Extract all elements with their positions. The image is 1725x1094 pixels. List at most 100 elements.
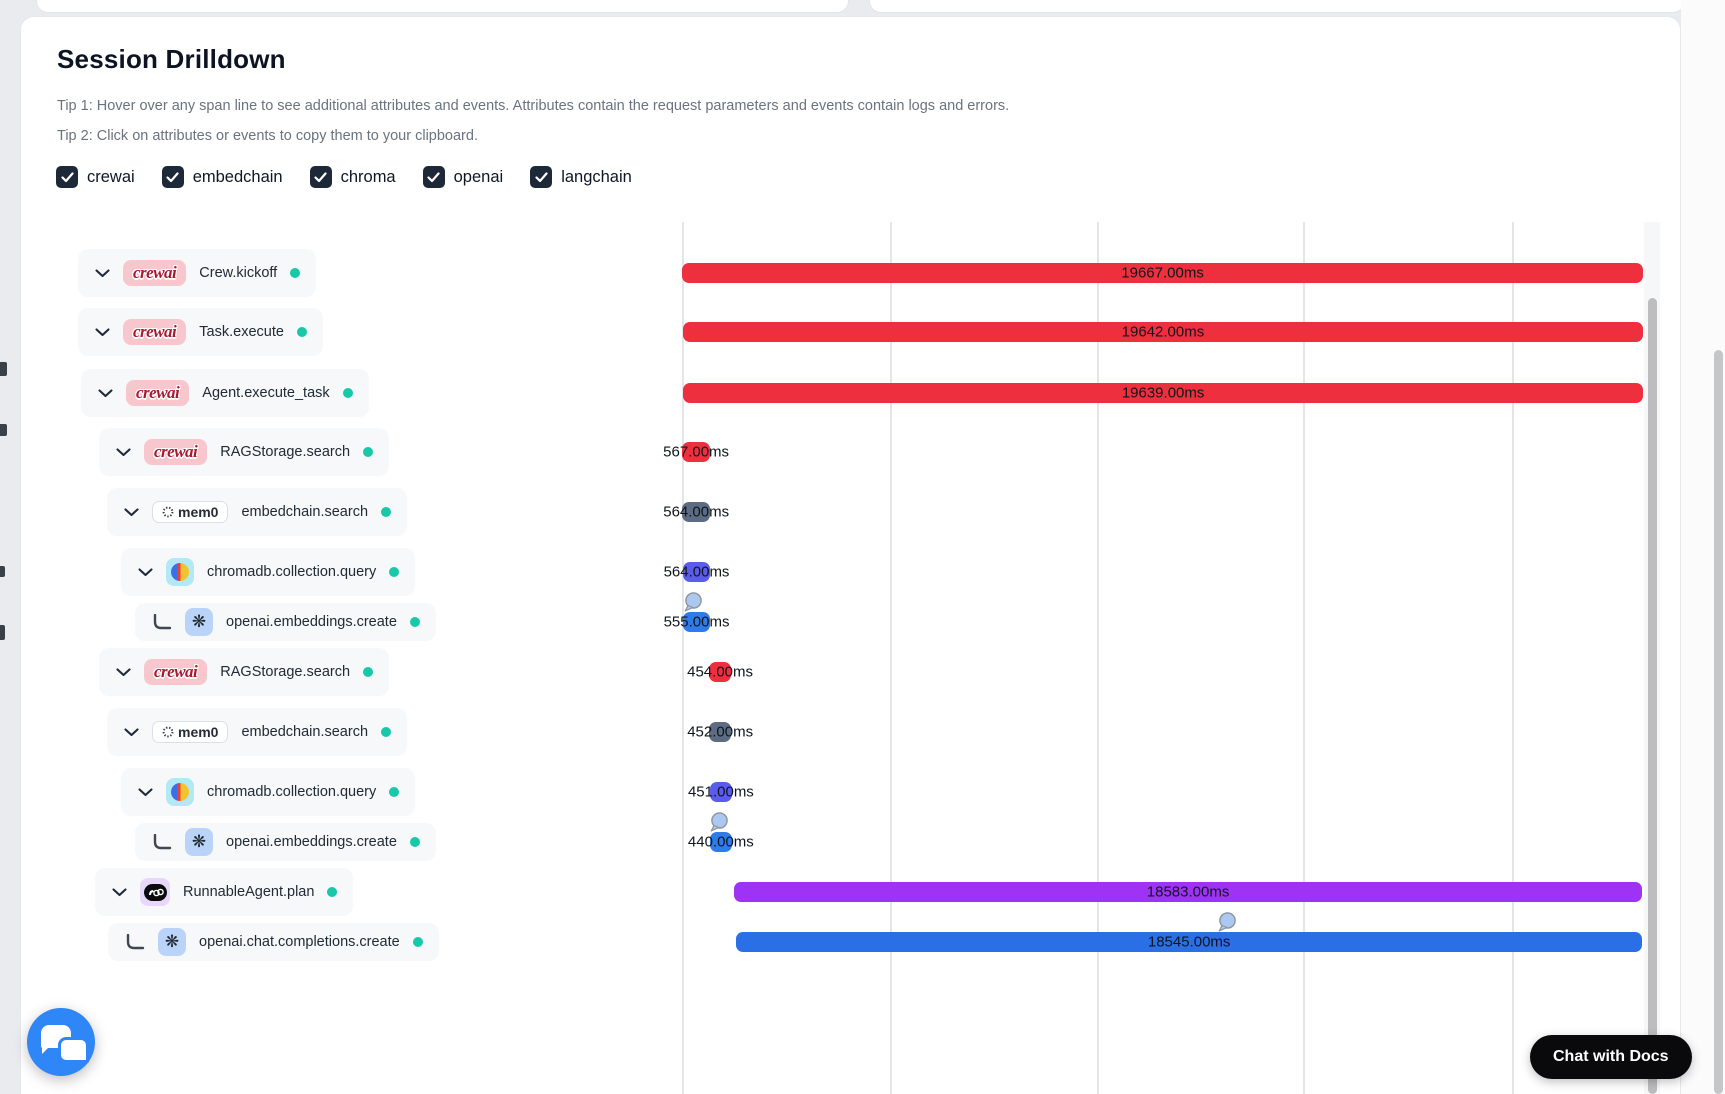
span-row-pill[interactable]: mem0 embedchain.search bbox=[107, 708, 408, 756]
chart-scrollbar-thumb[interactable] bbox=[1648, 298, 1657, 1094]
chevron-down-icon[interactable] bbox=[95, 327, 110, 337]
span-duration-bar[interactable] bbox=[709, 782, 732, 802]
span-row-pill[interactable]: chromadb.collection.query bbox=[121, 768, 416, 816]
crewai-logo: crewai bbox=[144, 439, 208, 465]
chat-widget-button[interactable] bbox=[27, 1008, 95, 1076]
chat-with-docs-button[interactable]: Chat with Docs bbox=[1530, 1035, 1692, 1079]
span-duration-label: 555.00ms bbox=[663, 613, 730, 631]
crewai-logo: crewai bbox=[123, 260, 187, 286]
status-dot bbox=[363, 667, 374, 677]
status-dot bbox=[381, 507, 392, 517]
chevron-down-icon[interactable] bbox=[112, 887, 127, 897]
span-name-label: Task.execute bbox=[199, 324, 284, 340]
filter-embedchain[interactable]: embedchain bbox=[161, 166, 283, 188]
span-duration-bar[interactable] bbox=[708, 662, 732, 682]
chevron-down-icon[interactable] bbox=[138, 567, 153, 577]
crewai-logo: crewai bbox=[123, 319, 187, 345]
filter-openai[interactable]: openai bbox=[422, 166, 504, 188]
span-duration-bar[interactable] bbox=[683, 383, 1643, 403]
chevron-down-icon[interactable] bbox=[116, 447, 131, 457]
status-dot bbox=[412, 937, 423, 947]
span-duration-bar[interactable] bbox=[682, 442, 710, 462]
chevron-down-icon[interactable] bbox=[95, 268, 110, 278]
page-scrollbar-thumb[interactable] bbox=[1714, 350, 1723, 1094]
span-row-pill[interactable]: mem0 embedchain.search bbox=[107, 488, 408, 536]
status-dot bbox=[389, 787, 400, 797]
span-name-label: Agent.execute_task bbox=[202, 385, 330, 401]
chroma-logo bbox=[166, 778, 194, 806]
tree-elbow-connector-icon bbox=[152, 833, 172, 851]
span-duration-label: 19642.00ms bbox=[1121, 323, 1205, 341]
filter-chroma[interactable]: chroma bbox=[309, 166, 396, 188]
span-duration-bar[interactable] bbox=[736, 932, 1643, 952]
chevron-down-icon[interactable] bbox=[138, 787, 153, 797]
span-duration-label: 564.00ms bbox=[663, 503, 730, 521]
span-name-label: embedchain.search bbox=[241, 504, 369, 520]
events-bubble-icon[interactable] bbox=[708, 811, 730, 838]
openai-logo: ❋ bbox=[158, 928, 186, 956]
status-dot bbox=[363, 447, 374, 457]
checkbox-checked-icon[interactable] bbox=[422, 166, 445, 188]
chevron-down-icon[interactable] bbox=[124, 727, 139, 737]
status-dot bbox=[296, 327, 307, 337]
chevron-down-icon[interactable] bbox=[98, 388, 113, 398]
crewai-logo: crewai bbox=[144, 659, 208, 685]
timeline-gridline bbox=[890, 222, 892, 1094]
crewai-logo: crewai bbox=[126, 380, 190, 406]
span-row-pill[interactable]: ❋ openai.chat.completions.create bbox=[108, 923, 439, 961]
tree-elbow-connector-icon bbox=[152, 613, 172, 631]
clipped-sidebar-glyph bbox=[0, 424, 7, 436]
span-duration-bar[interactable] bbox=[682, 322, 1643, 342]
timeline-gridline bbox=[1303, 222, 1305, 1094]
span-duration-label: 567.00ms bbox=[663, 443, 730, 461]
span-duration-bar[interactable] bbox=[682, 263, 1644, 283]
filter-crewai[interactable]: crewai bbox=[56, 166, 135, 188]
filter-label: embedchain bbox=[192, 167, 283, 186]
filter-label: chroma bbox=[340, 167, 396, 186]
span-duration-label: 440.00ms bbox=[687, 833, 754, 851]
span-duration-bar[interactable] bbox=[682, 502, 710, 522]
mem0-logo: mem0 bbox=[152, 501, 229, 523]
filter-langchain[interactable]: langchain bbox=[530, 166, 632, 188]
span-name-label: embedchain.search bbox=[241, 724, 369, 740]
chat-bubble-icon bbox=[58, 1037, 89, 1063]
span-row-pill[interactable]: crewai Crew.kickoff bbox=[78, 249, 317, 297]
events-bubble-icon[interactable] bbox=[1216, 911, 1238, 938]
span-row-pill[interactable]: ❋ openai.embeddings.create bbox=[135, 823, 436, 861]
span-row-pill[interactable]: ❋ openai.embeddings.create bbox=[135, 603, 436, 641]
span-duration-label: 19667.00ms bbox=[1121, 264, 1204, 282]
chevron-down-icon[interactable] bbox=[116, 667, 131, 677]
span-name-label: chromadb.collection.query bbox=[207, 784, 377, 800]
clipped-sidebar-glyph bbox=[0, 625, 5, 640]
clipped-sidebar-glyph bbox=[0, 362, 7, 376]
span-row-pill[interactable]: crewai Task.execute bbox=[78, 308, 323, 356]
span-row-pill[interactable]: crewai RAGStorage.search bbox=[99, 648, 390, 696]
checkbox-checked-icon[interactable] bbox=[530, 166, 553, 188]
span-duration-label: 452.00ms bbox=[687, 723, 754, 741]
status-dot bbox=[327, 887, 338, 897]
span-row-pill[interactable]: RunnableAgent.plan bbox=[95, 868, 354, 916]
langchain-logo bbox=[140, 878, 170, 906]
checkbox-checked-icon[interactable] bbox=[56, 166, 78, 188]
span-name-label: chromadb.collection.query bbox=[207, 564, 377, 580]
span-name-label: openai.chat.completions.create bbox=[199, 934, 400, 950]
checkbox-checked-icon[interactable] bbox=[161, 166, 184, 188]
span-duration-bar[interactable] bbox=[709, 722, 732, 742]
filter-label: openai bbox=[453, 167, 504, 186]
span-duration-bar[interactable] bbox=[710, 832, 732, 852]
span-row-pill[interactable]: crewai Agent.execute_task bbox=[81, 369, 369, 417]
events-bubble-icon[interactable] bbox=[682, 591, 704, 618]
span-duration-bar[interactable] bbox=[682, 562, 711, 582]
span-duration-bar[interactable] bbox=[682, 612, 711, 632]
tip-2-text: Tip 2: Click on attributes or events to … bbox=[57, 128, 478, 144]
clipped-sidebar-glyph bbox=[0, 566, 5, 577]
span-row-pill[interactable]: chromadb.collection.query bbox=[121, 548, 416, 596]
span-duration-bar[interactable] bbox=[733, 882, 1643, 902]
filter-label: langchain bbox=[561, 167, 632, 186]
checkbox-checked-icon[interactable] bbox=[309, 166, 332, 188]
status-dot bbox=[409, 837, 420, 847]
provider-filter-group: crewai embedchain chroma openai langchain bbox=[56, 166, 632, 188]
chevron-down-icon[interactable] bbox=[124, 507, 139, 517]
span-row-pill[interactable]: crewai RAGStorage.search bbox=[99, 428, 390, 476]
